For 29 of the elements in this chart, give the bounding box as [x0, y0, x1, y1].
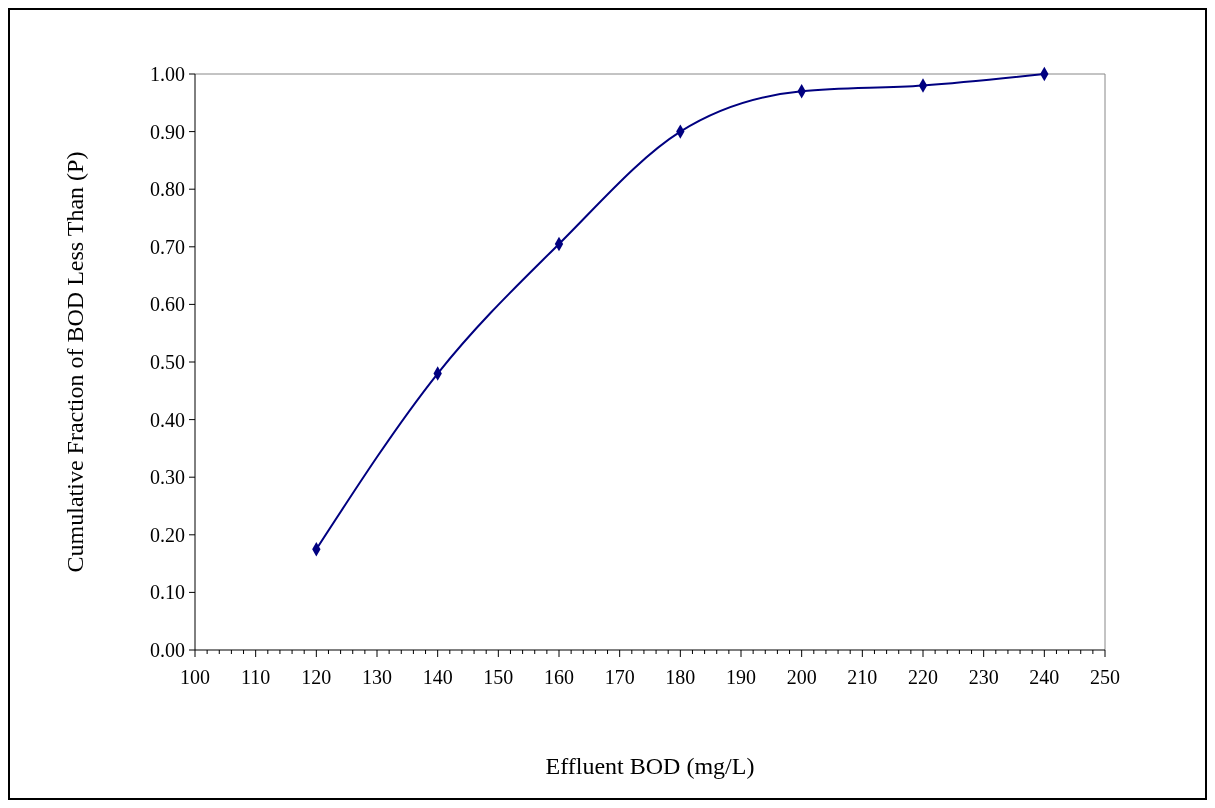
x-tick-label: 170: [604, 666, 635, 688]
y-tick-label: 0.30: [150, 466, 185, 489]
y-tick-label: 1.00: [150, 63, 185, 85]
y-tick-label: 0.70: [150, 235, 185, 258]
x-tick-label: 180: [665, 666, 696, 688]
x-tick-label: 240: [1029, 666, 1060, 688]
x-tick-label: 150: [483, 666, 514, 688]
y-tick-label: 0.90: [150, 120, 185, 143]
x-tick-label: 200: [786, 666, 817, 688]
x-tick-label: 130: [362, 666, 392, 688]
y-tick-label: 0.60: [150, 293, 185, 316]
x-tick-label: 190: [726, 666, 756, 688]
y-tick-label: 0.50: [150, 351, 185, 373]
x-tick-label: 110: [241, 666, 271, 688]
y-axis-title: Cumulative Fraction of BOD Less Than (P): [62, 151, 88, 573]
y-tick-label: 0.20: [150, 523, 185, 546]
x-tick-label: 230: [968, 666, 999, 688]
x-tick-label: 120: [301, 666, 332, 688]
y-tick-label: 0.10: [150, 581, 185, 604]
x-axis-title: Effluent BOD (mg/L): [545, 753, 755, 779]
x-tick-label: 160: [544, 666, 574, 688]
x-tick-label: 100: [180, 666, 210, 688]
x-tick-label: 210: [847, 666, 878, 688]
y-tick-label: 0.00: [150, 639, 185, 661]
x-tick-label: 140: [422, 666, 453, 688]
y-tick-label: 0.40: [150, 408, 185, 431]
x-tick-label: 220: [908, 666, 938, 688]
x-tick-label: 250: [1090, 666, 1120, 688]
y-tick-label: 0.80: [150, 178, 185, 201]
